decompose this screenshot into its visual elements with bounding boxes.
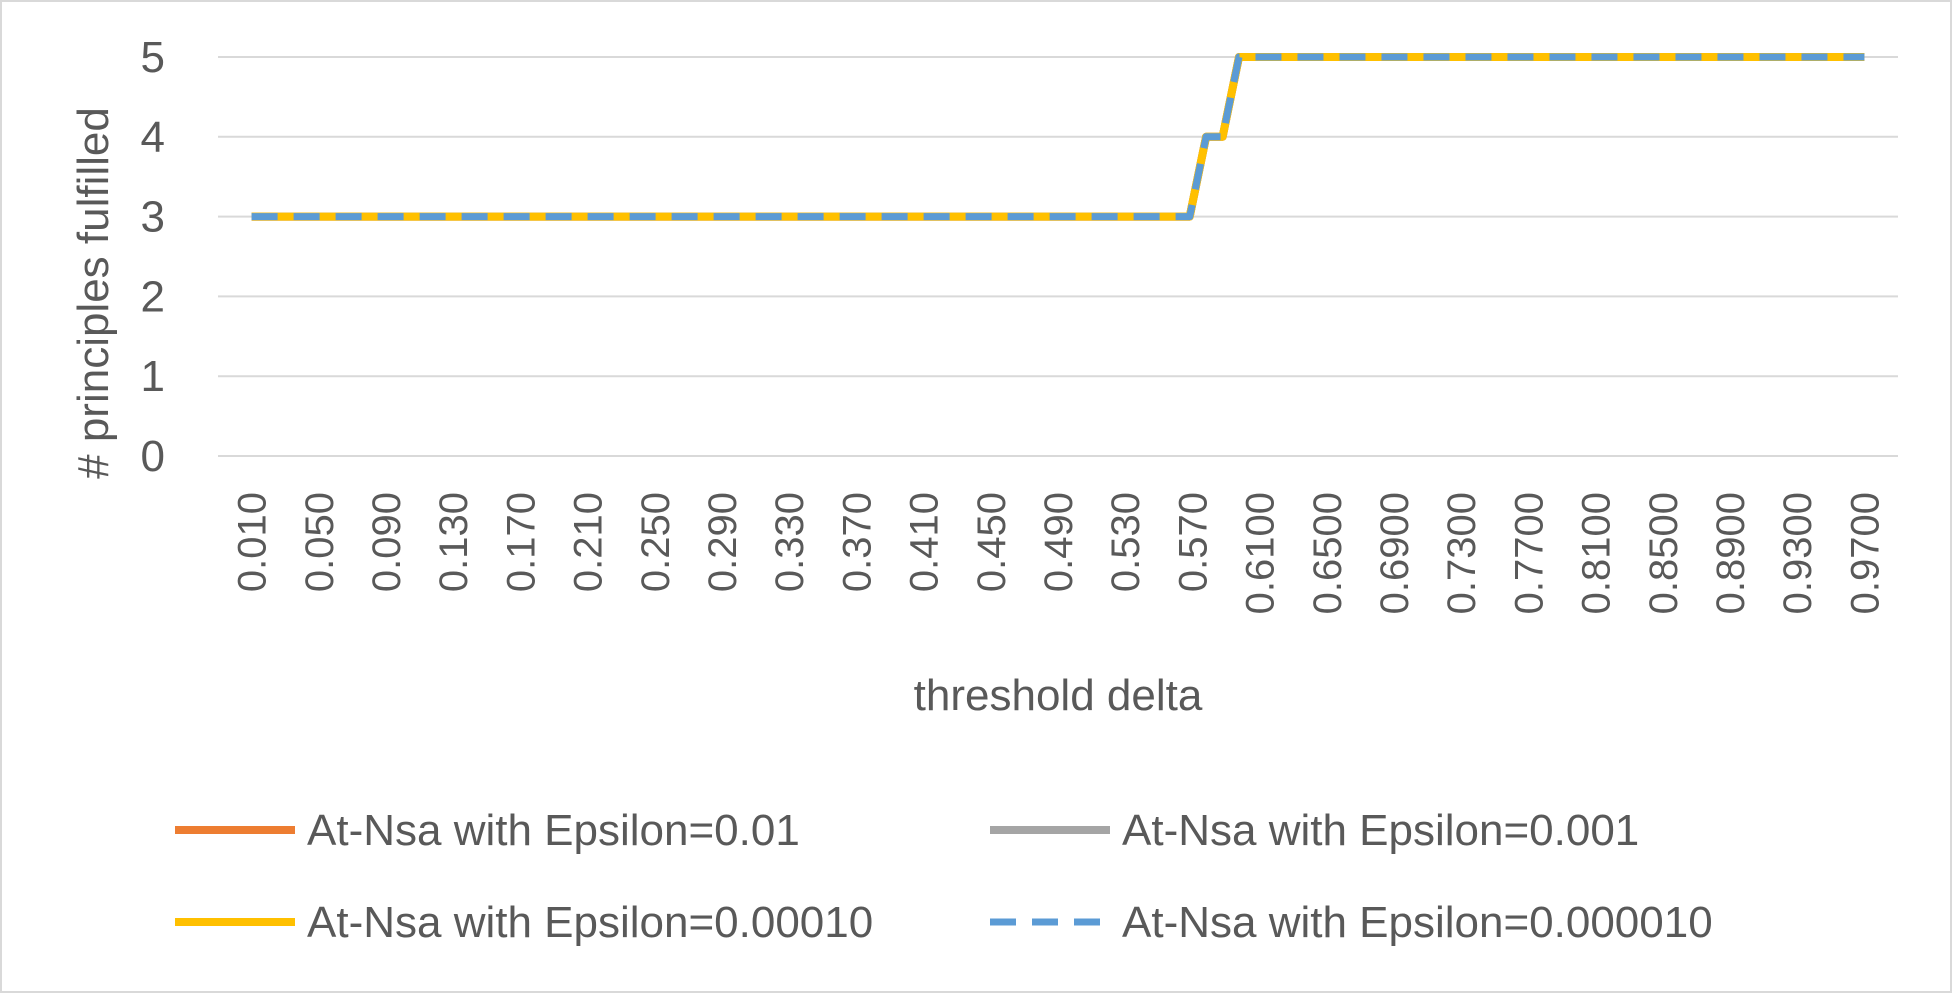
x-tick-label: 0.450 <box>970 492 1014 592</box>
x-tick-label: 0.050 <box>298 492 342 592</box>
x-tick-label: 0.170 <box>499 492 543 592</box>
y-tick-label: 3 <box>141 193 165 242</box>
series-line-4 <box>251 53 1865 221</box>
x-axis-title: threshold delta <box>914 671 1203 720</box>
x-tick-label: 0.410 <box>903 492 947 592</box>
x-tick-label: 0.6100 <box>1239 492 1283 614</box>
x-tick-label: 0.090 <box>365 492 409 592</box>
y-tick-label: 2 <box>141 272 165 321</box>
x-tick-label: 0.370 <box>835 492 879 592</box>
x-tick-label: 0.530 <box>1104 492 1148 592</box>
x-tick-label: 0.7300 <box>1440 492 1484 614</box>
x-tick-label: 0.6900 <box>1373 492 1417 614</box>
x-tick-label: 0.8900 <box>1709 492 1753 614</box>
series-lines <box>251 53 1865 221</box>
legend: At-Nsa with Epsilon=0.01 At-Nsa with Epsi… <box>175 806 1713 947</box>
x-axis-ticks: 0.010 0.050 0.090 0.130 0.170 0.210 0.250 0.290… <box>231 492 1888 614</box>
x-tick-label: 0.8100 <box>1575 492 1619 614</box>
y-axis-title: # principles fulfilled <box>69 107 118 479</box>
x-tick-label: 0.210 <box>567 492 611 592</box>
legend-label: At-Nsa with Epsilon=0.01 <box>307 806 800 855</box>
y-tick-label: 0 <box>141 432 165 481</box>
x-tick-label: 0.9300 <box>1776 492 1820 614</box>
y-tick-label: 5 <box>141 33 165 82</box>
legend-label: At-Nsa with Epsilon=0.000010 <box>1122 898 1713 947</box>
x-tick-label: 0.490 <box>1037 492 1081 592</box>
x-tick-label: 0.290 <box>701 492 745 592</box>
x-tick-label: 0.010 <box>231 492 275 592</box>
x-tick-label: 0.570 <box>1171 492 1215 592</box>
legend-label: At-Nsa with Epsilon=0.001 <box>1122 806 1639 855</box>
x-tick-label: 0.9700 <box>1843 492 1887 614</box>
x-tick-label: 0.250 <box>634 492 678 592</box>
x-tick-label: 0.130 <box>432 492 476 592</box>
y-tick-label: 1 <box>141 352 165 401</box>
y-tick-label: 4 <box>141 113 165 162</box>
x-tick-label: 0.7700 <box>1507 492 1551 614</box>
y-axis-ticks: 0 1 2 3 4 5 <box>141 33 165 481</box>
x-tick-label: 0.6500 <box>1306 492 1350 614</box>
x-tick-label: 0.330 <box>768 492 812 592</box>
legend-label: At-Nsa with Epsilon=0.00010 <box>307 898 873 947</box>
x-tick-label: 0.8500 <box>1642 492 1686 614</box>
